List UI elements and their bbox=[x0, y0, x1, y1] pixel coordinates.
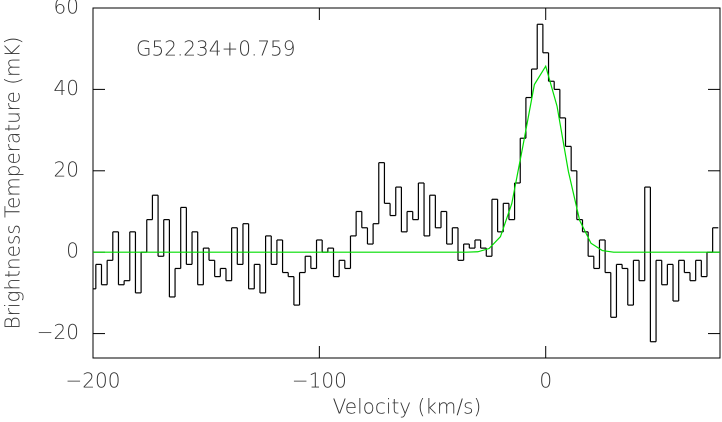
y-tick-label: 60 bbox=[54, 0, 79, 19]
x-tick-label: 0 bbox=[539, 369, 552, 393]
x-axis-label: Velocity (km/s) bbox=[333, 395, 482, 419]
fit-line bbox=[93, 64, 720, 253]
x-tick-label: −200 bbox=[66, 369, 121, 393]
y-tick-label: 20 bbox=[54, 157, 79, 181]
y-tick-label: 0 bbox=[66, 239, 79, 263]
y-axis-label: Brightness Temperature (mK) bbox=[1, 37, 25, 330]
y-tick-label: 40 bbox=[54, 76, 79, 100]
y-tick-label: −20 bbox=[37, 320, 79, 344]
annotation: G52.234+0.759 bbox=[136, 37, 296, 61]
x-tick-label: −100 bbox=[292, 369, 347, 393]
plot-frame bbox=[92, 7, 721, 359]
